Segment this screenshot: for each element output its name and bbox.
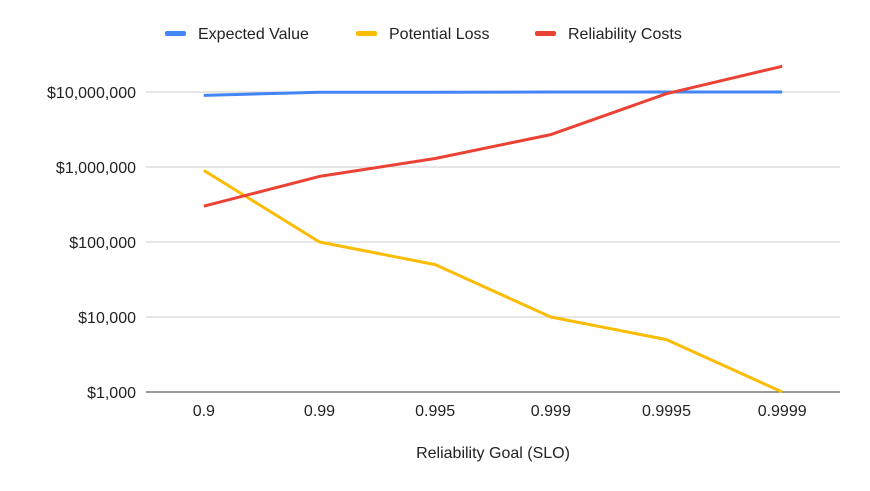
x-tick-label: 0.9995 (642, 403, 691, 420)
y-tick-label: $10,000,000 (47, 85, 136, 102)
legend-label: Reliability Costs (568, 26, 682, 43)
legend-swatch (535, 31, 556, 36)
x-tick-label: 0.99 (304, 403, 335, 420)
y-tick-label: $1,000,000 (56, 160, 136, 177)
legend-swatch (356, 31, 377, 36)
x-axis-title: Reliability Goal (SLO) (416, 445, 570, 462)
series-line-expected-value (204, 92, 782, 95)
x-tick-label: 0.999 (531, 403, 571, 420)
x-tick-label: 0.9 (193, 403, 215, 420)
x-tick-label: 0.9999 (758, 403, 807, 420)
y-tick-label: $1,000 (87, 385, 136, 402)
series-line-potential-loss (204, 170, 782, 392)
series-line-reliability-costs (204, 66, 782, 206)
series-lines (204, 66, 782, 392)
legend-label: Potential Loss (389, 26, 490, 43)
y-tick-label: $100,000 (69, 235, 136, 252)
gridlines (146, 92, 840, 317)
axes: $1,000 $10,000 $100,000 $1,000,000 $10,000,0… (47, 85, 840, 420)
legend: Expected Value Potential Loss Reliability … (165, 26, 682, 43)
x-tick-label: 0.995 (415, 403, 455, 420)
y-tick-label: $10,000 (78, 310, 136, 327)
legend-swatch (165, 31, 186, 36)
legend-label: Expected Value (198, 26, 309, 43)
